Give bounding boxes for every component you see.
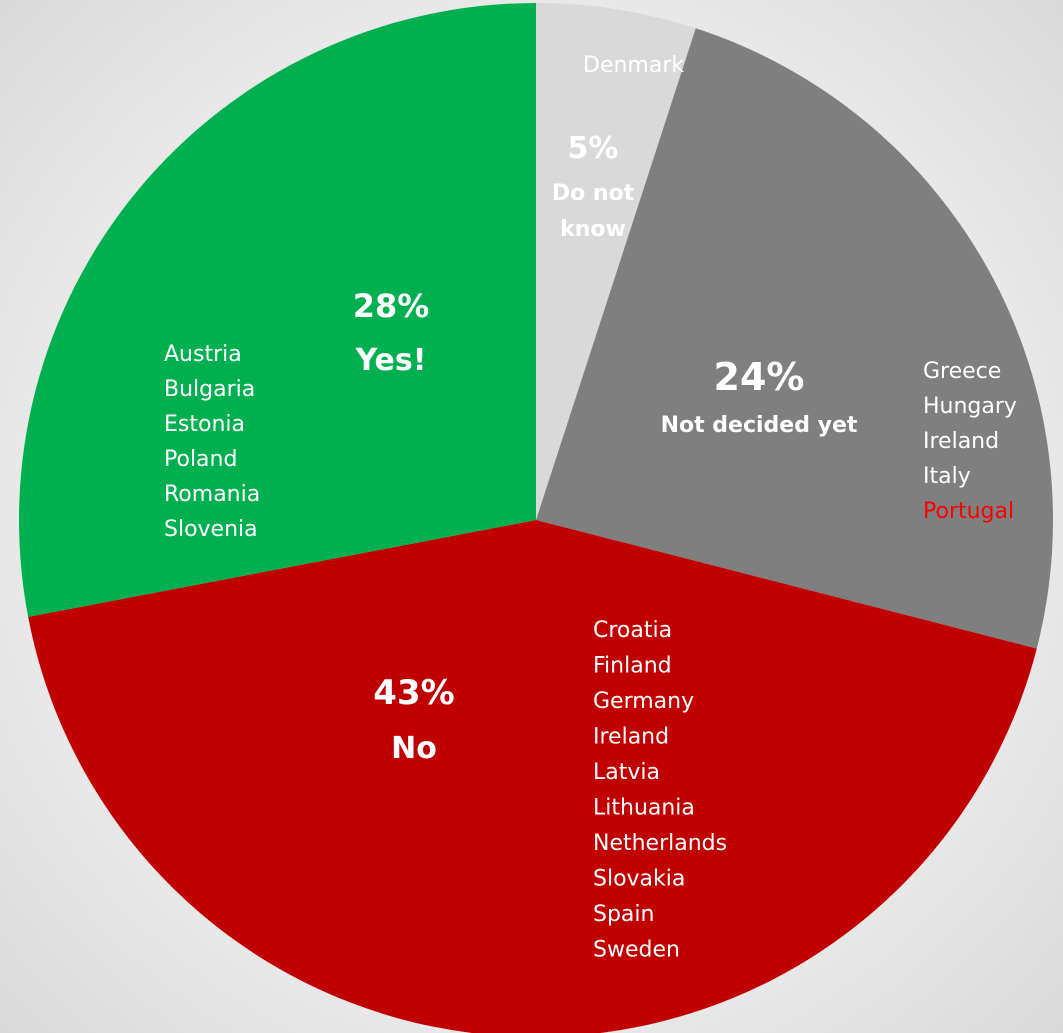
- country-not-decided-portugal: Portugal: [923, 499, 1014, 524]
- country-not-decided-greece: Greece: [923, 359, 1001, 384]
- slice-label-yes: Yes!: [355, 343, 427, 378]
- slice-label-not-decided: Not decided yet: [661, 413, 858, 438]
- country-no-finland: Finland: [593, 654, 672, 679]
- pie-labels: 5% Do not know Denmark 24% Not decided yet Gre…: [164, 53, 1017, 963]
- country-yes-poland: Poland: [164, 447, 237, 472]
- country-yes-romania: Romania: [164, 482, 260, 507]
- country-do-not-know-denmark: Denmark: [583, 53, 684, 78]
- pie-slice-no: [28, 520, 1037, 1033]
- country-not-decided-ireland: Ireland: [923, 429, 999, 454]
- country-no-latvia: Latvia: [593, 760, 660, 785]
- country-not-decided-hungary: Hungary: [923, 394, 1017, 419]
- slice-percent-no: 43%: [373, 673, 454, 713]
- country-yes-slovenia: Slovenia: [164, 517, 258, 542]
- country-no-croatia: Croatia: [593, 618, 672, 643]
- country-no-slovakia: Slovakia: [593, 867, 685, 892]
- country-not-decided-italy: Italy: [923, 464, 971, 489]
- pie-slice-do-not-know: [536, 3, 696, 520]
- country-yes-estonia: Estonia: [164, 412, 245, 437]
- country-no-ireland: Ireland: [593, 725, 669, 750]
- pie-slice-yes: [18, 3, 536, 617]
- country-no-lithuania: Lithuania: [593, 796, 695, 821]
- slice-label-do-not-know: Do not know: [552, 181, 635, 242]
- slice-percent-yes: 28%: [353, 287, 430, 325]
- country-no-netherlands: Netherlands: [593, 831, 727, 856]
- country-yes-bulgaria: Bulgaria: [164, 377, 255, 402]
- pie-slices: [18, 3, 1053, 1033]
- slice-percent-do-not-know: 5%: [568, 131, 619, 166]
- slice-percent-not-decided: 24%: [714, 355, 805, 399]
- slice-label-no: No: [391, 731, 437, 766]
- country-no-germany: Germany: [593, 689, 694, 714]
- pie-slice-not-decided: [536, 28, 1053, 649]
- country-no-spain: Spain: [593, 902, 654, 927]
- country-no-sweden: Sweden: [593, 938, 680, 963]
- country-yes-austria: Austria: [164, 342, 242, 367]
